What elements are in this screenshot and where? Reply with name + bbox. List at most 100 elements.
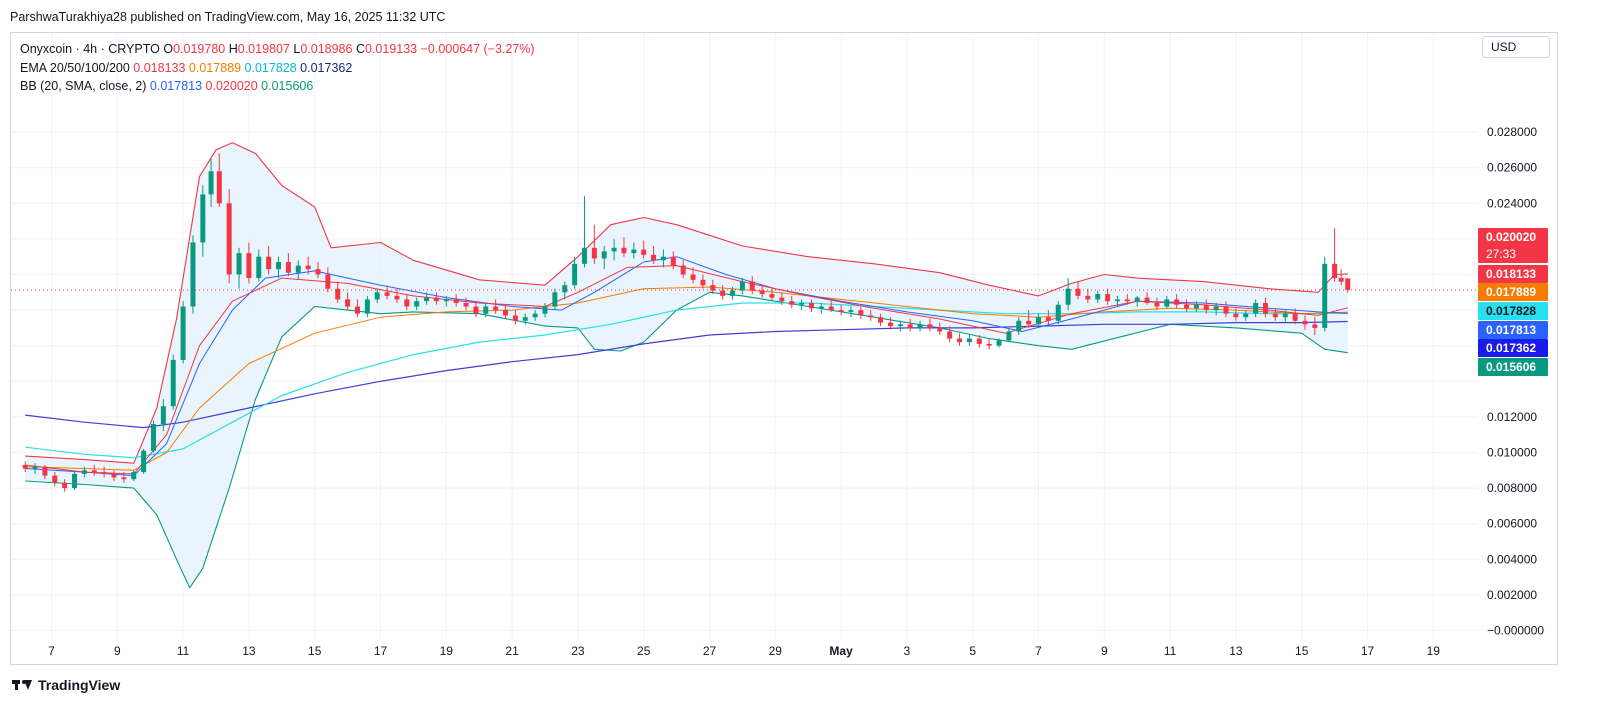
bollinger-band-fill	[25, 142, 1348, 588]
candle-body	[424, 297, 430, 302]
y-tick-label: 0.012000	[1487, 410, 1537, 424]
candle-body	[266, 256, 272, 270]
candle	[200, 185, 206, 257]
x-tick-label: 3	[904, 644, 911, 658]
candle	[1332, 228, 1338, 282]
candle-body	[552, 292, 558, 307]
candle	[121, 472, 127, 483]
candle-body	[285, 262, 291, 273]
candle-body	[611, 247, 617, 252]
candle	[190, 235, 196, 314]
candle-body	[1036, 317, 1041, 325]
x-tick-label: 19	[1427, 644, 1441, 658]
price-label: 0.015606	[1478, 358, 1548, 376]
candle-body	[1203, 304, 1209, 311]
legend-close-label: C	[355, 42, 365, 56]
candle-body	[180, 306, 186, 360]
candle	[463, 297, 469, 311]
candle	[720, 285, 726, 300]
candle-body	[749, 281, 755, 291]
candle-body	[927, 324, 933, 328]
candle-body	[887, 322, 893, 327]
candle-body	[1233, 313, 1239, 318]
candle-body	[1006, 331, 1012, 341]
candle	[789, 295, 795, 309]
candle-body	[354, 306, 360, 314]
tradingview-brand[interactable]: TradingView	[12, 677, 120, 693]
candle-body	[1193, 304, 1199, 309]
candle	[759, 285, 765, 298]
x-tick-label: 29	[769, 644, 783, 658]
candle-body	[236, 253, 242, 275]
candle	[868, 310, 874, 321]
candle	[424, 292, 430, 305]
candle	[150, 420, 156, 453]
candle-body	[1016, 320, 1022, 332]
candle	[897, 320, 903, 332]
candle	[1036, 313, 1041, 328]
candle-body	[976, 338, 982, 344]
candle-body	[1338, 278, 1344, 282]
candle	[621, 237, 627, 257]
candle	[1272, 308, 1278, 321]
legend-ema-row: EMA 20/50/100/200 0.018133 0.017889 0.01…	[20, 59, 535, 78]
price-label-bg	[1478, 265, 1548, 283]
x-tick-label: 27	[703, 644, 717, 658]
candle	[700, 274, 706, 289]
y-tick-label: 0.004000	[1487, 552, 1537, 566]
candle	[1312, 317, 1318, 336]
legend-bb-lower-value: 0.015606	[261, 79, 314, 93]
candle	[256, 249, 262, 282]
candle	[483, 302, 489, 318]
legend-bb-label[interactable]: BB (20, SMA, close, 2)	[20, 79, 147, 93]
x-tick-label: 15	[308, 644, 322, 658]
price-label-text: 0.017828	[1486, 304, 1536, 318]
currency-selector[interactable]: USD	[1482, 36, 1550, 58]
x-tick-label: 7	[1035, 644, 1042, 658]
candle-body	[838, 310, 844, 312]
candle	[180, 301, 186, 364]
candle	[364, 295, 370, 318]
candle-body	[150, 424, 156, 451]
candle	[1213, 302, 1219, 316]
candle	[101, 466, 107, 478]
candle-body	[858, 310, 864, 316]
candle-body	[848, 310, 854, 312]
candle-body	[170, 359, 176, 407]
candle	[828, 301, 834, 312]
candle-body	[305, 265, 311, 270]
candle	[1026, 310, 1032, 328]
price-label-text: 0.020020	[1486, 230, 1536, 244]
candle	[1144, 292, 1150, 305]
candle-body	[572, 263, 578, 286]
candle	[996, 338, 1002, 348]
candle	[986, 338, 992, 350]
candle	[966, 335, 972, 346]
candle	[1263, 297, 1269, 318]
candle-body	[1085, 295, 1091, 300]
price-label-text: 0.017362	[1486, 341, 1536, 355]
candle-body	[276, 262, 282, 270]
candle	[1174, 294, 1180, 309]
legend-symbol[interactable]: Onyxcoin · 4h · CRYPTO	[20, 42, 160, 56]
candle	[522, 313, 528, 325]
candle-body	[443, 299, 449, 302]
candle-body	[522, 317, 528, 321]
candle	[160, 399, 166, 432]
candles	[22, 153, 1351, 492]
candle	[1233, 308, 1239, 321]
legend-ema-label[interactable]: EMA 20/50/100/200	[20, 60, 130, 75]
candle	[739, 278, 745, 295]
candle	[552, 288, 558, 311]
legend-bb-upper-value: 0.020020	[205, 79, 258, 93]
candle	[1292, 308, 1298, 325]
candle	[808, 299, 814, 312]
candle	[315, 262, 321, 279]
price-label: 0.017813	[1478, 321, 1548, 339]
candle-body	[1223, 306, 1229, 314]
candle-body	[532, 313, 538, 318]
candle-body	[1174, 299, 1180, 305]
y-tick-label: 0.028000	[1487, 125, 1537, 139]
x-tick-label: 5	[969, 644, 976, 658]
